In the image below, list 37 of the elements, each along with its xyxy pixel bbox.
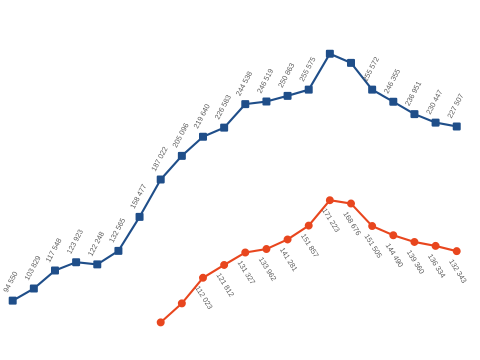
point	[304, 86, 313, 94]
point	[156, 318, 165, 326]
point	[178, 299, 186, 308]
point	[241, 100, 250, 108]
point	[326, 196, 334, 204]
point	[30, 284, 38, 293]
point	[114, 246, 122, 255]
point	[284, 235, 292, 244]
point	[410, 238, 418, 246]
point	[220, 124, 228, 132]
point	[72, 258, 80, 266]
point	[178, 152, 186, 160]
point	[347, 200, 356, 208]
point	[326, 50, 334, 58]
point	[50, 266, 59, 275]
point	[241, 248, 250, 256]
point	[432, 242, 440, 250]
point	[368, 86, 376, 94]
point	[284, 92, 292, 100]
point	[93, 260, 102, 268]
point	[220, 260, 228, 269]
point	[432, 118, 440, 127]
point	[389, 231, 398, 240]
point	[262, 98, 270, 106]
point	[368, 222, 376, 230]
point	[347, 58, 356, 67]
point	[156, 176, 165, 184]
point	[136, 212, 144, 221]
point	[262, 245, 270, 254]
point	[452, 247, 461, 256]
point	[452, 122, 461, 130]
point	[198, 274, 207, 282]
point	[389, 98, 398, 106]
point	[410, 110, 418, 118]
point	[8, 296, 17, 305]
point	[304, 222, 313, 230]
point	[198, 132, 207, 141]
